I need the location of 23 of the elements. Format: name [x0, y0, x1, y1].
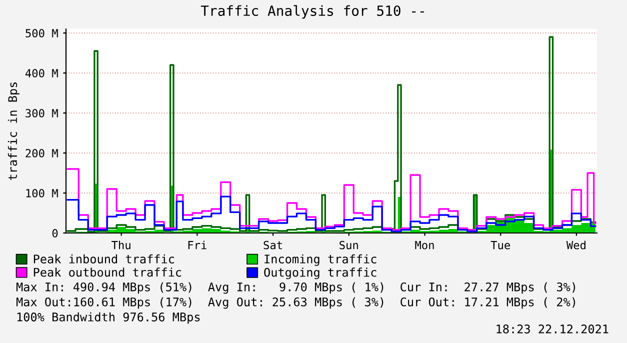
y-tick-label: 300 M [26, 109, 58, 118]
x-tick-label: Thu [112, 240, 130, 250]
y-tick-label: 500 M [26, 29, 58, 38]
legend-label: Incoming traffic [264, 254, 376, 266]
y-axis-title: traffic in Bps [8, 82, 20, 180]
x-tick-label: Mon [415, 241, 434, 250]
y-tick-label: 200 M [26, 149, 58, 158]
text: 18:23 22.12.2021 [496, 324, 608, 334]
text: Max In: 490.94 MBps (51%) Avg In: 9.70 MBps ( 1%) Cur In: 27.27 MBps ( 3%) [16, 282, 576, 294]
y-tick-label: 100 M [26, 189, 58, 198]
chart-title: Traffic Analysis for 510 -- [200, 5, 424, 19]
legend-label: Outgoing traffic [264, 268, 376, 280]
x-tick-label: Sun [340, 240, 358, 250]
x-tick-label: Fri [188, 240, 206, 250]
legend-label: Peak outbound traffic [34, 268, 182, 277]
text: 100% Bandwidth 976.56 MBps [17, 312, 200, 324]
x-tick-label: Tue [490, 241, 510, 250]
x-tick-label: Sat [264, 240, 282, 250]
legend-label: Peak inbound traffic [34, 254, 174, 264]
y-tick-label: 0 [52, 229, 58, 238]
text: Max Out:160.61 MBps (17%) Avg Out: 25.63 MBps ( 3%) Cur Out: 17.21 MBps ( 2%) [16, 297, 576, 309]
x-tick-label: Wed [566, 240, 586, 250]
y-tick-label: 400 M [25, 69, 58, 78]
